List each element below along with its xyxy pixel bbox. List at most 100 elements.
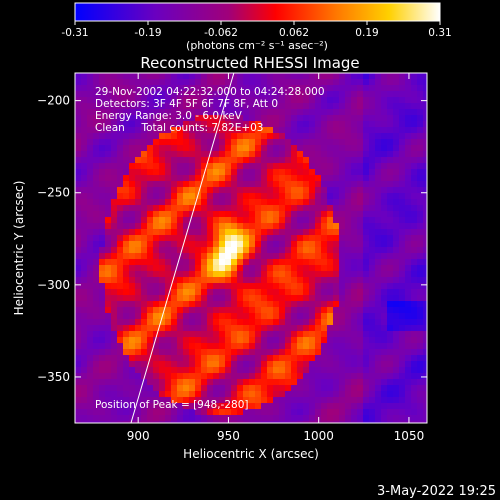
heatmap-cell — [279, 319, 285, 325]
heatmap-cell — [207, 373, 213, 379]
heatmap-cell — [309, 271, 315, 277]
heatmap-cell — [237, 415, 243, 421]
heatmap-cell — [243, 85, 249, 91]
heatmap-cell — [75, 415, 81, 421]
heatmap-cell — [189, 259, 195, 265]
heatmap-cell — [363, 103, 369, 109]
heatmap-cell — [357, 115, 363, 121]
heatmap-cell — [153, 289, 159, 295]
heatmap-cell — [117, 289, 123, 295]
heatmap-cell — [195, 211, 201, 217]
heatmap-cell — [141, 235, 147, 241]
heatmap-cell — [159, 235, 165, 241]
heatmap-cell — [231, 337, 237, 343]
heatmap-cell — [243, 379, 249, 385]
heatmap-cell — [357, 127, 363, 133]
heatmap-cell — [321, 247, 327, 253]
heatmap-cell — [201, 319, 207, 325]
heatmap-cell — [201, 241, 207, 247]
heatmap-cell — [297, 385, 303, 391]
heatmap-cell — [357, 151, 363, 157]
heatmap-cell — [105, 127, 111, 133]
heatmap-cell — [399, 313, 405, 319]
heatmap-cell — [93, 115, 99, 121]
heatmap-cell — [279, 367, 285, 373]
heatmap-cell — [225, 103, 231, 109]
heatmap-cell — [87, 379, 93, 385]
heatmap-cell — [117, 223, 123, 229]
heatmap-cell — [375, 421, 381, 423]
heatmap-cell — [171, 295, 177, 301]
heatmap-cell — [249, 313, 255, 319]
heatmap-cell — [129, 199, 135, 205]
heatmap-cell — [177, 181, 183, 187]
heatmap-cell — [273, 187, 279, 193]
heatmap-cell — [309, 253, 315, 259]
heatmap-cell — [147, 337, 153, 343]
heatmap-cell — [123, 349, 129, 355]
heatmap-cell — [231, 145, 237, 151]
heatmap-cell — [339, 415, 345, 421]
heatmap-cell — [237, 181, 243, 187]
heatmap-cell — [375, 397, 381, 403]
heatmap-cell — [171, 175, 177, 181]
heatmap-cell — [255, 103, 261, 109]
heatmap-cell — [87, 217, 93, 223]
heatmap-cell — [303, 115, 309, 121]
heatmap-cell — [345, 199, 351, 205]
heatmap-cell — [309, 199, 315, 205]
heatmap-cell — [387, 163, 393, 169]
heatmap-cell — [291, 127, 297, 133]
heatmap-cell — [75, 91, 81, 97]
heatmap-cell — [141, 361, 147, 367]
heatmap-cell — [279, 265, 285, 271]
heatmap-cell — [369, 313, 375, 319]
heatmap-cell — [411, 325, 417, 331]
heatmap-cell — [363, 283, 369, 289]
heatmap-cell — [201, 91, 207, 97]
heatmap-cell — [285, 181, 291, 187]
heatmap-cell — [321, 187, 327, 193]
heatmap-cell — [351, 145, 357, 151]
heatmap-cell — [267, 127, 273, 133]
heatmap-cell — [387, 415, 393, 421]
heatmap-cell — [387, 85, 393, 91]
heatmap-cell — [381, 403, 387, 409]
heatmap-cell — [369, 355, 375, 361]
heatmap-cell — [333, 205, 339, 211]
heatmap-cell — [75, 115, 81, 121]
heatmap-cell — [81, 295, 87, 301]
heatmap-cell — [387, 289, 393, 295]
heatmap-cell — [375, 145, 381, 151]
heatmap-cell — [75, 109, 81, 115]
heatmap-cell — [129, 277, 135, 283]
heatmap-cell — [171, 109, 177, 115]
heatmap-cell — [351, 169, 357, 175]
footer-date: 3-May-2022 19:25 — [377, 484, 496, 499]
heatmap-cell — [357, 415, 363, 421]
heatmap-cell — [297, 223, 303, 229]
heatmap-cell — [303, 295, 309, 301]
heatmap-cell — [93, 235, 99, 241]
heatmap-cell — [303, 301, 309, 307]
heatmap-cell — [219, 283, 225, 289]
heatmap-cell — [285, 91, 291, 97]
heatmap-cell — [309, 391, 315, 397]
heatmap-cell — [237, 247, 243, 253]
heatmap-cell — [147, 133, 153, 139]
heatmap-cell — [339, 91, 345, 97]
heatmap-cell — [345, 331, 351, 337]
heatmap-cell — [183, 241, 189, 247]
heatmap-cell — [189, 205, 195, 211]
heatmap-cell — [153, 421, 159, 423]
colorbar-tick-label: -0.062 — [204, 27, 238, 39]
heatmap-cell — [399, 223, 405, 229]
heatmap-cell — [267, 157, 273, 163]
heatmap-cell — [75, 337, 81, 343]
heatmap-cell — [369, 193, 375, 199]
heatmap-cell — [303, 325, 309, 331]
heatmap-cell — [393, 211, 399, 217]
heatmap-cell — [345, 181, 351, 187]
heatmap-cell — [159, 187, 165, 193]
heatmap-cell — [255, 211, 261, 217]
